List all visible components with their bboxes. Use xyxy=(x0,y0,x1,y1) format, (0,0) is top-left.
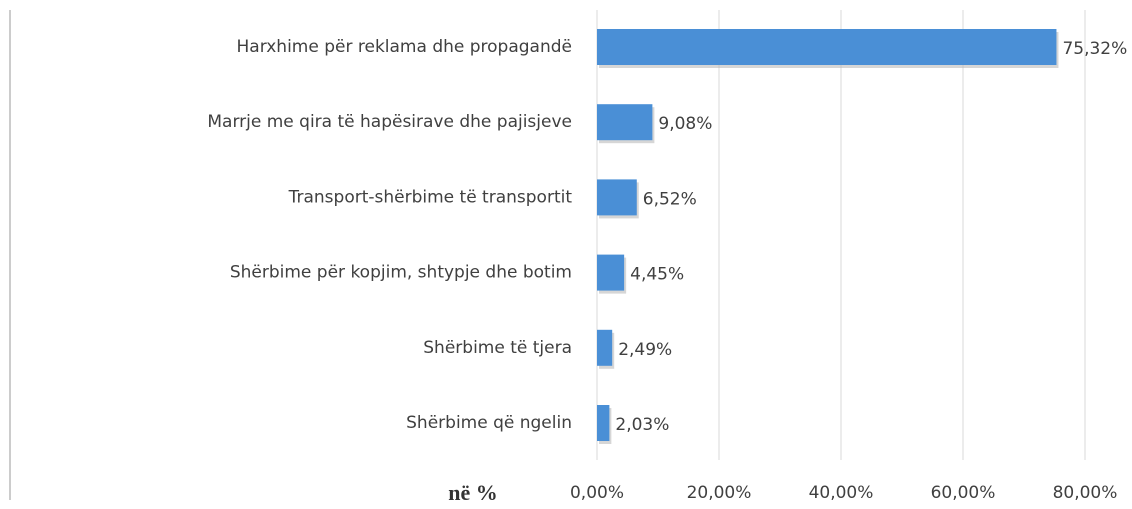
y-tick-label: Shërbime që ngelin xyxy=(406,413,572,433)
y-tick-label: Harxhime për reklama dhe propagandë xyxy=(237,37,572,57)
data-label: 6,52% xyxy=(643,189,697,209)
data-label: 2,03% xyxy=(615,415,669,435)
y-tick-label: Transport-shërbime të transportit xyxy=(288,187,573,207)
bar xyxy=(597,329,613,366)
x-tick-label: 60,00% xyxy=(931,483,996,503)
bar xyxy=(597,104,653,141)
data-label: 2,49% xyxy=(618,340,672,360)
y-tick-label: Marrje me qira të hapësirave dhe pajisje… xyxy=(207,112,572,132)
x-tick-label: 20,00% xyxy=(687,483,752,503)
data-label: 9,08% xyxy=(658,114,712,134)
bar xyxy=(597,254,625,291)
y-tick-label: Shërbime të tjera xyxy=(423,338,572,358)
data-label: 4,45% xyxy=(630,265,684,285)
x-tick-label: 80,00% xyxy=(1053,483,1118,503)
x-tick-label: 0,00% xyxy=(570,483,624,503)
bar xyxy=(597,405,610,441)
x-tick-label: 40,00% xyxy=(809,483,874,503)
x-axis-label: në % xyxy=(448,480,498,505)
data-label: 75,32% xyxy=(1062,39,1127,59)
bar xyxy=(597,29,1057,65)
y-tick-label: Shërbime për kopjim, shtypje dhe botim xyxy=(230,263,572,283)
bar xyxy=(597,179,637,216)
